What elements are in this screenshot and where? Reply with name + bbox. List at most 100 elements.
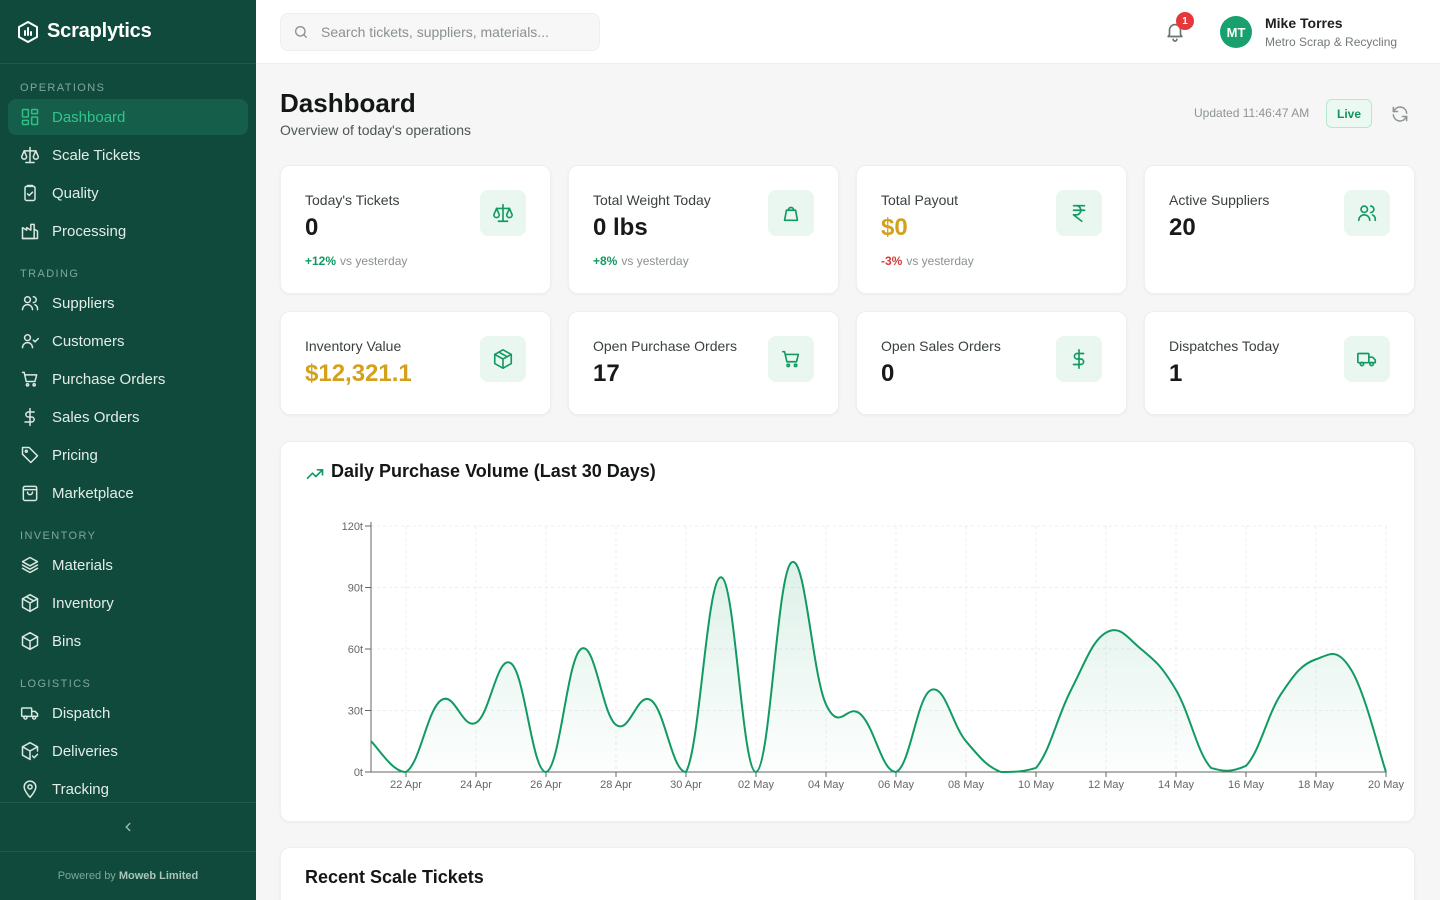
stat-card-open-purchase-orders[interactable]: Open Purchase Orders 17 bbox=[568, 311, 839, 415]
stat-card-inventory-value[interactable]: Inventory Value $12,321.1 bbox=[280, 311, 551, 415]
stat-card-active-suppliers[interactable]: Active Suppliers 20 bbox=[1144, 165, 1415, 294]
x-tick-label: 22 Apr bbox=[390, 779, 422, 791]
sidebar-item-processing[interactable]: Processing bbox=[8, 213, 248, 249]
sidebar-item-label: Processing bbox=[52, 222, 127, 240]
sidebar-nav: OPERATIONS Dashboard Scale Tickets Quality P… bbox=[0, 64, 256, 807]
sidebar-item-label: Suppliers bbox=[52, 294, 115, 312]
x-tick-label: 20 May bbox=[1368, 779, 1405, 791]
stat-icon-box bbox=[768, 336, 814, 382]
map-pin-icon bbox=[23, 780, 37, 799]
sidebar-item-label: Sales Orders bbox=[52, 408, 140, 426]
brand[interactable]: Scraplytics bbox=[0, 0, 256, 64]
sidebar-item-quality[interactable]: Quality bbox=[8, 175, 248, 211]
sidebar-item-label: Dashboard bbox=[52, 108, 126, 126]
stat-value: 17 bbox=[593, 360, 620, 387]
live-badge: Live bbox=[1326, 99, 1372, 128]
scraplytics-logo-icon bbox=[18, 20, 38, 43]
user-check-icon bbox=[21, 334, 40, 349]
user-name[interactable]: Mike Torres bbox=[1265, 15, 1343, 31]
stat-card-dispatches-today[interactable]: Dispatches Today 1 bbox=[1144, 311, 1415, 415]
stat-card-today-s-tickets[interactable]: Today's Tickets 0 +12% vs yesterday bbox=[280, 165, 551, 294]
stat-delta: -3% vs yesterday bbox=[881, 254, 974, 268]
chart-card: Daily Purchase Volume (Last 30 Days) 0t 3… bbox=[280, 441, 1415, 822]
stat-card-total-payout[interactable]: Total Payout $0 -3% vs yesterday bbox=[856, 165, 1127, 294]
truck-icon bbox=[1357, 352, 1377, 367]
sidebar-item-dashboard[interactable]: Dashboard bbox=[8, 99, 248, 135]
search-box[interactable] bbox=[280, 13, 600, 51]
stat-delta-value: +8% bbox=[593, 254, 618, 268]
collapse-sidebar-button[interactable] bbox=[0, 802, 256, 852]
truck-icon bbox=[20, 707, 39, 720]
sidebar-item-label: Bins bbox=[52, 632, 82, 650]
sidebar-item-purchase-orders[interactable]: Purchase Orders bbox=[8, 361, 248, 397]
updated-timestamp: Updated 11:46:47 AM bbox=[1194, 106, 1310, 120]
shopping-bag-icon bbox=[22, 485, 38, 502]
stat-delta-suffix: vs yesterday bbox=[340, 254, 408, 268]
stat-label: Total Payout bbox=[881, 192, 959, 208]
weight-icon bbox=[783, 206, 799, 222]
refresh-icon[interactable] bbox=[1390, 104, 1410, 124]
sidebar-item-pricing[interactable]: Pricing bbox=[8, 437, 248, 473]
box-icon bbox=[21, 631, 39, 651]
rupee-icon bbox=[1072, 204, 1086, 223]
sidebar-item-label: Quality bbox=[52, 184, 99, 202]
nav-section-title: OPERATIONS bbox=[20, 82, 106, 94]
page-subtitle: Overview of today's operations bbox=[280, 122, 471, 138]
nav-section-title: TRADING bbox=[20, 268, 80, 280]
sidebar-item-customers[interactable]: Customers bbox=[8, 323, 248, 359]
stat-icon-box bbox=[768, 190, 814, 236]
powered-by-company[interactable]: Moweb Limited bbox=[118, 870, 199, 882]
stat-card-total-weight-today[interactable]: Total Weight Today 0 lbs +8% vs yesterday bbox=[568, 165, 839, 294]
sidebar-item-bins[interactable]: Bins bbox=[8, 623, 248, 659]
recent-tickets-title: Recent Scale Tickets bbox=[305, 867, 484, 887]
stat-delta: +12% vs yesterday bbox=[305, 254, 407, 268]
avatar[interactable]: MT bbox=[1220, 16, 1252, 48]
x-tick-label: 26 Apr bbox=[530, 779, 562, 791]
trending-up-icon bbox=[306, 469, 324, 479]
sidebar-item-inventory[interactable]: Inventory bbox=[8, 585, 248, 621]
stat-label: Dispatches Today bbox=[1169, 338, 1280, 354]
stat-value: 1 bbox=[1169, 360, 1183, 387]
series-area bbox=[371, 561, 1386, 772]
cart-icon bbox=[781, 350, 800, 368]
sidebar-item-marketplace[interactable]: Marketplace bbox=[8, 475, 248, 511]
search-input[interactable] bbox=[321, 24, 581, 40]
sidebar-item-tracking[interactable]: Tracking bbox=[8, 771, 248, 807]
stat-icon-box bbox=[1056, 336, 1102, 382]
sidebar-item-label: Marketplace bbox=[52, 484, 134, 502]
users-icon bbox=[21, 296, 39, 311]
sidebar-item-sales-orders[interactable]: Sales Orders bbox=[8, 399, 248, 435]
x-tick-label: 04 May bbox=[808, 779, 845, 791]
sidebar-item-suppliers[interactable]: Suppliers bbox=[8, 285, 248, 321]
sidebar-item-materials[interactable]: Materials bbox=[8, 547, 248, 583]
sidebar-item-label: Scale Tickets bbox=[52, 146, 141, 164]
x-tick-label: 28 Apr bbox=[600, 779, 632, 791]
y-tick-label: 120t bbox=[342, 521, 363, 533]
stat-value: $0 bbox=[881, 214, 908, 241]
cart-icon bbox=[21, 371, 38, 387]
sidebar-item-scale-tickets[interactable]: Scale Tickets bbox=[8, 137, 248, 173]
stat-label: Active Suppliers bbox=[1169, 192, 1270, 208]
stat-delta: +8% vs yesterday bbox=[593, 254, 689, 268]
sidebar-item-dispatch[interactable]: Dispatch bbox=[8, 695, 248, 731]
tag-icon bbox=[21, 446, 39, 464]
sidebar-item-label: Customers bbox=[52, 332, 125, 350]
x-tick-label: 12 May bbox=[1088, 779, 1125, 791]
stat-card-open-sales-orders[interactable]: Open Sales Orders 0 bbox=[856, 311, 1127, 415]
stat-icon-box bbox=[1056, 190, 1102, 236]
x-tick-label: 18 May bbox=[1298, 779, 1335, 791]
x-tick-label: 24 Apr bbox=[460, 779, 492, 791]
stat-label: Today's Tickets bbox=[305, 192, 400, 208]
stat-value: $12,321.1 bbox=[305, 360, 412, 387]
factory-icon bbox=[21, 223, 39, 240]
sidebar-item-deliveries[interactable]: Deliveries bbox=[8, 733, 248, 769]
sidebar-item-label: Materials bbox=[52, 556, 113, 574]
nav-section-title: INVENTORY bbox=[20, 530, 97, 542]
search-icon bbox=[295, 26, 307, 38]
sidebar-item-label: Dispatch bbox=[52, 704, 111, 722]
stat-label: Inventory Value bbox=[305, 338, 402, 354]
recent-tickets-card: Recent Scale Tickets bbox=[280, 847, 1415, 900]
package-check-icon bbox=[21, 741, 39, 761]
x-tick-label: 16 May bbox=[1228, 779, 1265, 791]
stat-delta-value: -3% bbox=[881, 254, 903, 268]
